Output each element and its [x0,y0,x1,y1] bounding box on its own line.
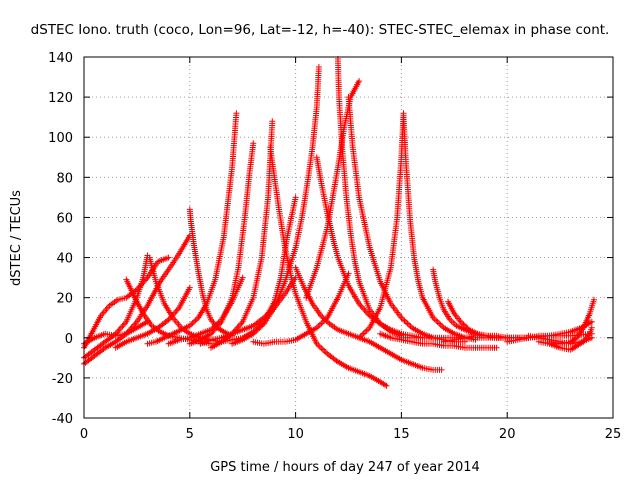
y-tick-label: 80 [56,171,73,186]
x-tick-label: 5 [186,427,194,442]
series-7 [112,284,193,351]
series-18 [292,264,445,373]
series-11 [165,274,246,347]
series-33-markers [525,332,595,347]
y-tick-label: -20 [52,372,73,387]
y-tick-label: 20 [56,292,73,307]
series-18-markers [292,264,445,373]
x-tick-label: 10 [287,427,304,442]
series-16 [229,64,322,347]
x-tick-label: 20 [499,427,516,442]
chart-title: dSTEC Iono. truth (coco, Lon=96, Lat=-12… [31,22,610,38]
series-9-markers [144,110,240,347]
y-tick-label: 60 [56,211,73,226]
series-7-markers [112,284,193,351]
y-tick-label: 40 [56,252,73,267]
ticks: 0 5 10 15 20 25 -40 -20 0 20 40 60 80 100 120 140 [48,51,621,442]
y-tick-label: 0 [65,332,73,347]
series-33 [525,332,595,347]
x-axis-label: GPS time / hours of day 247 of year 2014 [210,460,480,475]
series-24-markers [400,114,479,343]
plot-frame [83,56,614,419]
x-tick-label: 15 [393,427,410,442]
y-tick-label: 120 [48,91,73,106]
series-14 [267,144,390,389]
series-24 [400,114,479,343]
y-axis-label: dSTEC / TECUs [9,190,24,286]
series-14-markers [267,144,390,389]
y-tick-label: -40 [52,412,73,427]
series-21 [313,154,426,341]
y-tick-label: 140 [48,51,73,66]
series-21-markers [313,154,426,341]
series-16-markers [229,64,322,347]
series-11-markers [165,274,246,347]
x-tick-label: 25 [605,427,622,442]
x-tick-label: 0 [80,427,88,442]
series-17-markers [250,270,352,347]
y-tick-label: 100 [48,131,73,146]
series-17 [250,270,352,347]
series-9 [144,110,240,347]
data-series [81,56,597,389]
